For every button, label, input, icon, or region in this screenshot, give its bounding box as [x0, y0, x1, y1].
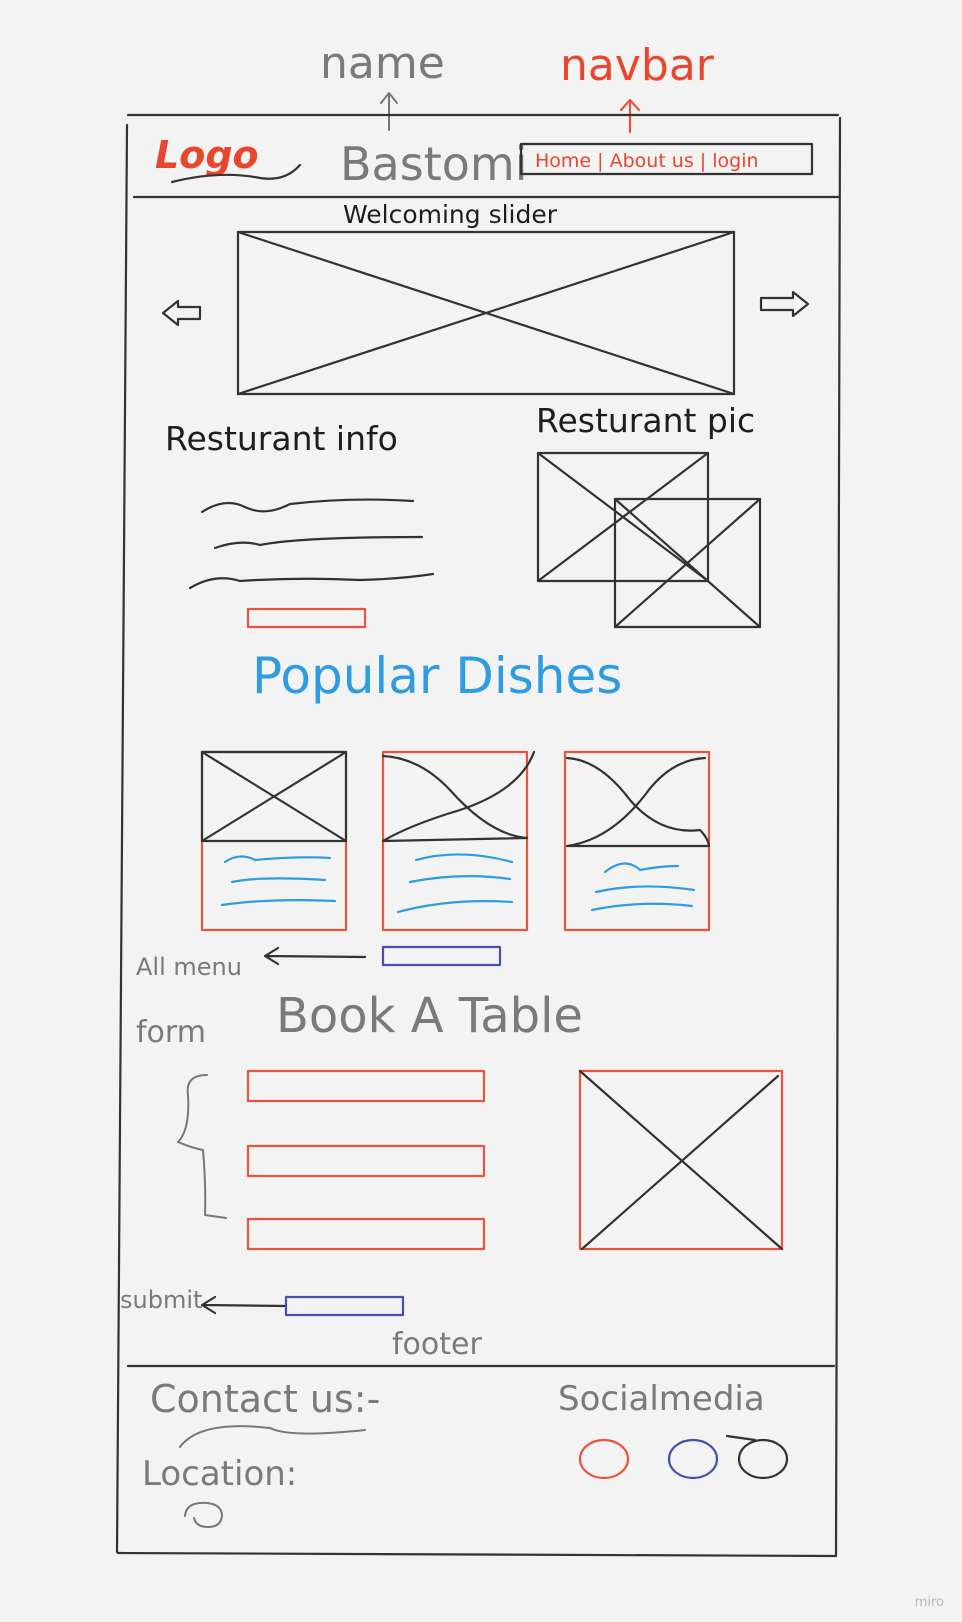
logo-underline — [170, 163, 302, 184]
social-icon-1[interactable] — [578, 1438, 630, 1480]
popular-dishes-heading: Popular Dishes — [252, 647, 622, 705]
book-a-table-heading: Book A Table — [276, 988, 583, 1044]
form-input-3[interactable] — [246, 1217, 486, 1251]
social-icon-3[interactable] — [737, 1438, 789, 1480]
site-name: Bastomi — [340, 137, 527, 191]
all-menu-arrow — [263, 946, 367, 966]
submit-button[interactable] — [284, 1295, 405, 1317]
all-menu-annotation: All menu — [136, 953, 242, 981]
social-icon-3-mark — [725, 1434, 757, 1442]
frame-left — [115, 123, 129, 1554]
location-label: Location: — [142, 1454, 297, 1494]
form-input-2[interactable] — [246, 1144, 486, 1178]
book-table-image-placeholder — [578, 1069, 784, 1251]
name-arrow — [380, 92, 398, 131]
social-icon-2[interactable] — [667, 1438, 719, 1480]
info-text-line-1 — [200, 498, 415, 514]
slider-prev-arrow-icon[interactable] — [161, 299, 202, 327]
slider-next-arrow-icon[interactable] — [759, 290, 810, 318]
miro-watermark: miro — [914, 1595, 944, 1610]
logo[interactable]: Logo — [155, 133, 259, 177]
slider-image-placeholder — [236, 230, 736, 396]
restaurant-info-heading: Resturant info — [165, 419, 398, 458]
social-media-label: Socialmedia — [558, 1379, 765, 1419]
frame-right — [834, 116, 842, 1557]
navbar-annotation: navbar — [560, 40, 715, 91]
form-annotation: form — [136, 1015, 206, 1050]
contact-us-label: Contact us:- — [150, 1377, 380, 1421]
submit-arrow — [200, 1295, 287, 1315]
restaurant-pic-placeholder-2 — [613, 497, 762, 629]
navbar-arrow — [619, 98, 641, 134]
location-scribble — [184, 1501, 223, 1528]
info-text-line-2 — [213, 535, 424, 550]
frame-bottom — [116, 1551, 838, 1558]
form-brace — [177, 1074, 227, 1219]
footer-annotation: footer — [392, 1327, 482, 1362]
dish-card-1[interactable] — [200, 750, 348, 932]
navbar — [519, 142, 814, 176]
info-text-line-3 — [188, 572, 435, 590]
info-read-more-button[interactable] — [246, 607, 367, 629]
slider-label: Welcoming slider — [343, 200, 558, 229]
name-annotation: name — [320, 38, 445, 89]
restaurant-pic-placeholder-1 — [536, 451, 710, 583]
all-menu-button[interactable] — [381, 945, 502, 967]
dish-card-2[interactable] — [381, 750, 536, 932]
navbar-links[interactable]: Home | About us | login — [535, 150, 759, 172]
contact-scribble — [179, 1425, 366, 1448]
dish-card-3[interactable] — [563, 750, 711, 932]
restaurant-pic-heading: Resturant pic — [536, 401, 755, 440]
submit-annotation: submit — [120, 1286, 202, 1314]
form-input-1[interactable] — [246, 1069, 486, 1103]
